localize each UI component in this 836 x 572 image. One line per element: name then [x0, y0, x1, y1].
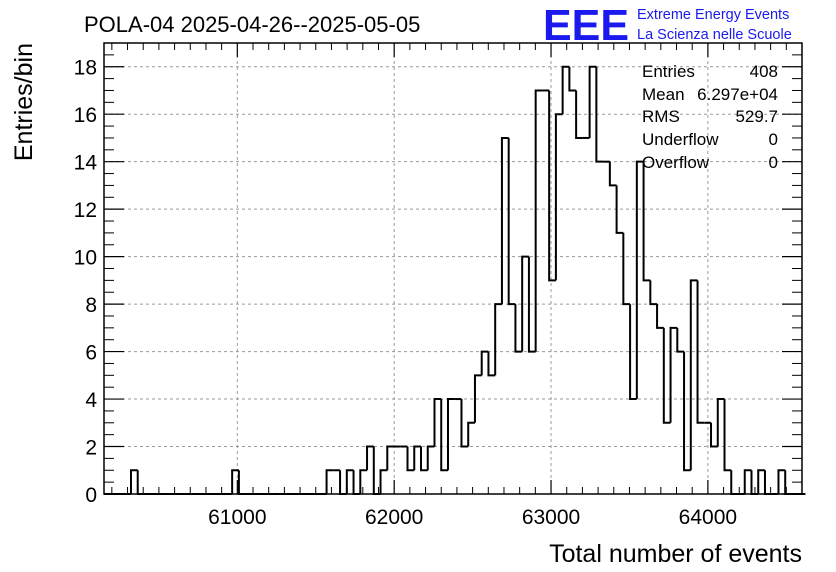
histogram-bin — [622, 232, 631, 306]
y-tick-label: 12 — [74, 199, 97, 222]
histogram-bin — [527, 256, 536, 353]
histogram-bin — [568, 66, 577, 92]
histogram-bin — [426, 445, 435, 471]
stats-box: Entries 408 Mean 6.297e+04 RMS 529.7 Und… — [642, 62, 778, 172]
histogram-bin — [743, 469, 752, 494]
histogram-bin — [237, 470, 246, 495]
stats-entries-value: 408 — [750, 62, 778, 81]
histogram-bin — [433, 398, 442, 447]
histogram-bin — [473, 374, 482, 423]
histogram-bin — [521, 255, 529, 352]
histogram-bin — [500, 136, 509, 305]
x-tick-label: 63000 — [522, 506, 580, 529]
histogram-bin — [446, 398, 455, 471]
histogram-bin — [561, 65, 570, 115]
y-tick-label: 6 — [85, 342, 97, 365]
histogram-bin — [696, 280, 705, 424]
stats-rms-value: 529.7 — [735, 107, 778, 126]
y-tick-label: 2 — [85, 437, 97, 460]
logo-line-2: La Scienza nelle Scuole — [637, 27, 792, 43]
histogram-bin — [669, 326, 678, 423]
histogram-bin — [575, 90, 583, 139]
histogram-bin — [440, 399, 448, 472]
histogram-bin — [231, 469, 239, 494]
histogram-bin — [710, 422, 718, 448]
histogram-bin — [480, 350, 489, 376]
histogram-bin — [723, 399, 732, 472]
histogram-bin — [730, 470, 739, 495]
stats-mean-value: 6.297e+04 — [697, 85, 778, 104]
histogram-bin — [629, 304, 637, 401]
logo-line-1: Extreme Energy Events — [637, 7, 789, 23]
histogram-bin — [494, 303, 502, 376]
histogram-bin — [467, 421, 475, 447]
histogram-bin — [325, 469, 334, 494]
histogram-bin — [386, 445, 395, 471]
histogram-bin — [548, 90, 556, 282]
x-axis-label: Total number of events — [549, 540, 802, 568]
histogram-bin — [615, 185, 624, 234]
histogram-bin — [649, 280, 658, 306]
x-tick-label: 62000 — [365, 506, 423, 529]
histogram-bin — [676, 327, 685, 353]
histogram-bin — [366, 445, 374, 471]
y-tick-label: 14 — [74, 152, 98, 175]
histogram-bin — [345, 469, 354, 494]
axes: 61000 62000 63000 64000 0 2 4 6 8 10 12 14 16 18 — [74, 42, 803, 529]
histogram-bin — [514, 304, 523, 353]
histogram-bin — [352, 470, 361, 495]
y-tick-label: 4 — [85, 389, 97, 412]
chart-title: POLA-04 2025-04-26--2025-05-05 — [84, 12, 420, 37]
histogram-bin — [554, 113, 563, 281]
y-tick-label: 18 — [74, 57, 97, 80]
histogram-bin — [420, 446, 428, 472]
logo-mark: EEE — [543, 1, 629, 50]
y-axis-label: Entries/bin — [10, 43, 38, 161]
plot-frame — [103, 42, 803, 495]
stats-underflow-label: Underflow — [642, 130, 719, 149]
histogram-bin — [662, 327, 671, 424]
histogram-bin — [129, 469, 138, 494]
histogram-bin — [588, 65, 597, 138]
histogram-bin — [379, 469, 388, 494]
histogram-bin — [642, 161, 651, 282]
histogram-bin — [460, 399, 469, 448]
eee-logo: EEE Extreme Energy Events La Scienza nel… — [543, 1, 792, 50]
histogram-bin — [689, 279, 698, 471]
histogram-bin — [406, 446, 415, 472]
histogram-bin — [372, 446, 381, 495]
histogram-bin — [359, 469, 368, 494]
stats-underflow-value: 0 — [769, 130, 778, 149]
grid-lines — [104, 43, 802, 494]
y-tick-label: 8 — [85, 294, 97, 317]
histogram-bin — [757, 469, 765, 494]
y-tick-label: 16 — [74, 104, 97, 127]
histogram-bin — [413, 445, 422, 471]
histogram-bin — [595, 66, 604, 163]
histogram-bin — [487, 351, 496, 377]
y-tick-label: 10 — [74, 247, 97, 270]
histogram-bin — [635, 160, 644, 400]
histogram-bin — [608, 161, 617, 187]
histogram-bin — [656, 304, 664, 329]
histogram-bin — [339, 470, 347, 495]
x-tick-label: 64000 — [679, 506, 737, 529]
histogram-bin — [777, 469, 786, 494]
histogram-bin — [507, 137, 516, 306]
y-tick-label: 0 — [85, 484, 97, 507]
stats-rms-label: RMS — [642, 107, 680, 126]
histogram-bin — [683, 351, 691, 472]
stats-mean-label: Mean — [642, 85, 685, 104]
stats-overflow-value: 0 — [769, 153, 778, 172]
histogram-bin — [534, 89, 543, 352]
stats-entries-label: Entries — [642, 62, 695, 81]
x-tick-label: 61000 — [208, 506, 266, 529]
stats-overflow-label: Overflow — [642, 153, 710, 172]
histogram-bin — [716, 398, 725, 447]
